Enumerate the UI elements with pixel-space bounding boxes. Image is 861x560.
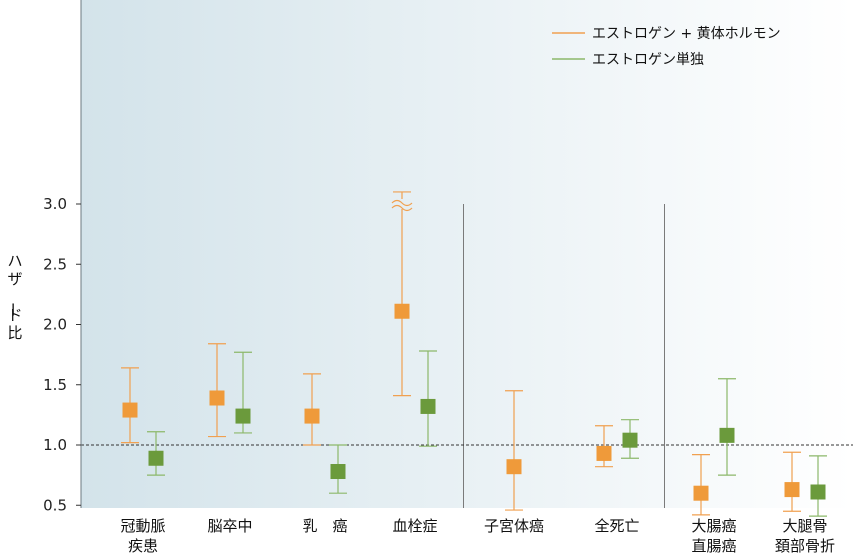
point-estimate-marker xyxy=(235,408,251,424)
category-label: 大腿骨 xyxy=(782,517,827,535)
point-estimate-marker xyxy=(693,485,709,501)
point-estimate-marker xyxy=(784,482,800,498)
y-tick-label: 3.0 xyxy=(43,195,67,213)
point-estimate-marker xyxy=(622,432,638,448)
category-label: 直腸癌 xyxy=(691,537,736,555)
y-tick-label: 1.0 xyxy=(43,436,67,454)
ci-mark-estrogen_only-5 xyxy=(718,378,736,476)
y-tick-label: 2.5 xyxy=(43,255,67,273)
y-axis-label-char: ー xyxy=(3,302,21,317)
axis-break-gap xyxy=(393,199,411,209)
ci-mark-estrogen_only-1 xyxy=(234,351,252,434)
category-label: 血栓症 xyxy=(392,517,437,535)
point-estimate-marker xyxy=(148,450,164,466)
ci-mark-estrogen_progestin-6 xyxy=(692,454,710,516)
ci-mark-estrogen_only-4 xyxy=(621,419,639,459)
y-axis-label-char: ザ xyxy=(7,270,22,288)
y-axis-label-char: 比 xyxy=(7,324,22,342)
category-label: 乳 癌 xyxy=(302,517,347,535)
category-label: 子宮体癌 xyxy=(484,517,544,535)
category-label: 脳卒中 xyxy=(207,517,252,535)
y-tick-label: 2.0 xyxy=(43,316,67,334)
legend-label: エストロゲン単独 xyxy=(592,52,704,68)
point-estimate-marker xyxy=(394,303,410,319)
point-estimate-marker xyxy=(304,408,320,424)
axis-break-wave xyxy=(391,199,413,207)
point-estimate-marker xyxy=(810,484,826,500)
ci-mark-estrogen_progestin-2 xyxy=(303,373,321,446)
y-axis-label: ハザード比 xyxy=(3,252,22,342)
ci-mark-estrogen_progestin-0 xyxy=(121,367,139,444)
ci-mark-estrogen_progestin-4 xyxy=(505,390,523,511)
ci-mark-estrogen_only-3 xyxy=(419,350,437,447)
point-estimate-marker xyxy=(719,427,735,443)
category-label: 大腸癌 xyxy=(691,517,736,535)
ci-mark-estrogen_progestin-7 xyxy=(783,451,801,512)
y-axis-label-char: ド xyxy=(7,306,22,324)
category-label: 疾患 xyxy=(128,537,158,555)
y-tick-label: 0.5 xyxy=(43,496,67,514)
point-estimate-marker xyxy=(596,445,612,461)
ci-mark-estrogen_only-2 xyxy=(329,444,347,494)
y-tick-label: 1.5 xyxy=(43,376,67,394)
point-estimate-marker xyxy=(122,402,138,418)
axis-break-wave xyxy=(391,204,413,212)
ci-mark-estrogen_progestin-5 xyxy=(595,425,613,468)
point-estimate-marker xyxy=(420,398,436,414)
point-estimate-marker xyxy=(330,464,346,480)
y-axis-label-char: ハ xyxy=(7,252,22,270)
plot-background xyxy=(81,0,853,508)
category-label: 冠動脈 xyxy=(120,517,165,535)
ci-mark-estrogen_progestin-3 xyxy=(391,191,413,397)
ci-mark-estrogen_only-0 xyxy=(147,431,165,476)
legend-label: エストロゲン + 黄体ホルモン xyxy=(592,25,781,42)
category-label: 全死亡 xyxy=(594,517,639,535)
point-estimate-marker xyxy=(209,390,225,406)
category-label: 頚部骨折 xyxy=(775,537,835,555)
ci-mark-estrogen_progestin-1 xyxy=(208,343,226,438)
point-estimate-marker xyxy=(506,459,522,475)
ci-mark-estrogen_only-6 xyxy=(809,455,827,517)
